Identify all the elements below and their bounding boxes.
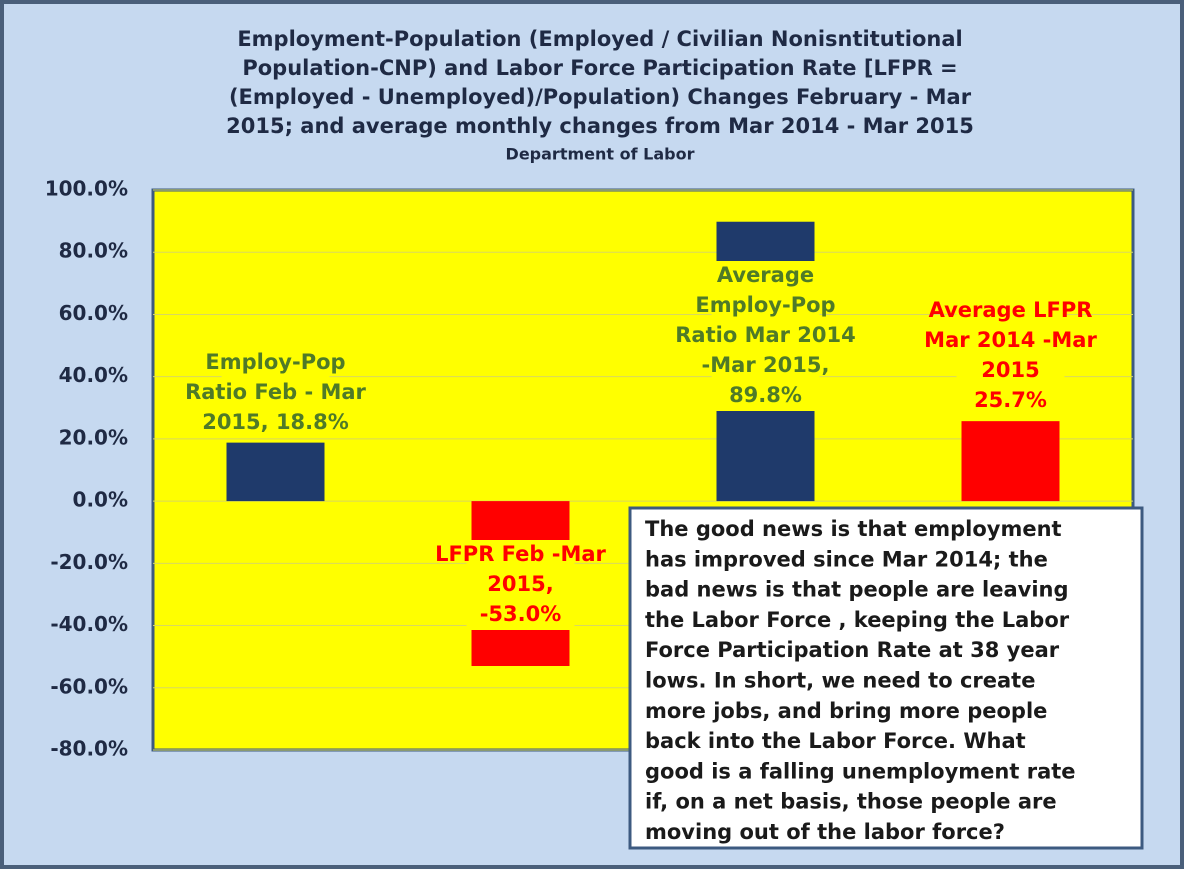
data-label-line: 25.7% <box>974 388 1047 412</box>
y-tick-label: 20.0% <box>59 425 128 449</box>
data-label-line: 89.8% <box>729 383 802 407</box>
annotation-line: back into the Labor Force. What <box>645 729 1026 753</box>
labels: Employ-Pop Ratio Feb - Mar 2015, 18.8% LFPR… <box>185 261 1097 630</box>
y-tick-label: 40.0% <box>59 363 128 387</box>
annotation-box <box>628 506 1144 850</box>
y-tick-label: 0.0% <box>73 488 128 512</box>
data-label-background <box>221 348 330 438</box>
data-label-background <box>956 296 1065 416</box>
data-label-line: -53.0% <box>480 602 562 626</box>
annotation-line: good is a falling unemployment rate <box>645 759 1076 783</box>
data-label-line: 2015 <box>981 358 1039 382</box>
annotation-line: if, on a net basis, those people are <box>645 790 1057 814</box>
data-label-line: Average LFPR <box>929 298 1093 322</box>
data-label-line: Mar 2014 -Mar <box>924 328 1097 352</box>
chart-title: Population-CNP) and Labor Force Particip… <box>242 56 957 80</box>
annotation-line: moving out of the labor force? <box>645 820 1005 844</box>
data-label-line: 2015, 18.8% <box>202 410 349 434</box>
chart-subtitle: Department of Labor <box>506 145 695 164</box>
data-label: Average LFPR Mar 2014 -Mar 2015 25.7% <box>924 296 1097 416</box>
data-label-line: Employ-Pop <box>695 293 835 317</box>
bar <box>226 442 325 502</box>
data-label-line: Employ-Pop <box>205 350 345 374</box>
data-label: LFPR Feb -Mar 2015, -53.0% <box>435 540 607 630</box>
data-label-line: Ratio Feb - Mar <box>185 380 366 404</box>
y-tick-label: 100.0% <box>45 177 128 201</box>
data-label-background <box>711 261 820 411</box>
y-tick-label: 80.0% <box>59 239 128 263</box>
data-label: Average Employ-Pop Ratio Mar 2014 -Mar 2015… <box>675 261 856 411</box>
annotation-line: lows. In short, we need to create <box>645 669 1035 693</box>
annotation-line: has improved since Mar 2014; the <box>645 547 1048 571</box>
annotation-line: Force Participation Rate at 38 year <box>645 638 1060 662</box>
data-label-line: Ratio Mar 2014 <box>675 323 856 347</box>
data-label: Employ-Pop Ratio Feb - Mar 2015, 18.8% <box>185 348 367 438</box>
bar <box>961 421 1060 502</box>
y-tick-label: -60.0% <box>50 674 128 698</box>
data-label-line: Average <box>717 263 814 287</box>
annotation-line: the Labor Force , keeping the Labor <box>645 608 1070 632</box>
chart-title: Employment-Population (Employed / Civili… <box>237 27 962 51</box>
annotation-line: more jobs, and bring more people <box>645 699 1047 723</box>
annotation-line: bad news is that people are leaving <box>645 578 1069 602</box>
chart-title: 2015; and average monthly changes from M… <box>226 114 974 138</box>
data-label-line: LFPR Feb -Mar <box>435 542 606 566</box>
y-tick-label: 60.0% <box>59 301 128 325</box>
chart-title: (Employed - Unemployed)/Population) Chan… <box>229 85 972 109</box>
y-tick-label: -20.0% <box>50 550 128 574</box>
annotation-line: The good news is that employment <box>645 517 1062 541</box>
data-label-line: -Mar 2015, <box>702 353 830 377</box>
data-label-line: 2015, <box>487 572 553 596</box>
y-tick-label: -80.0% <box>50 737 128 761</box>
data-label-background <box>466 540 575 630</box>
y-tick-label: -40.0% <box>50 612 128 636</box>
text-layer: Employment-Population (Employed / Civili… <box>45 27 1076 844</box>
